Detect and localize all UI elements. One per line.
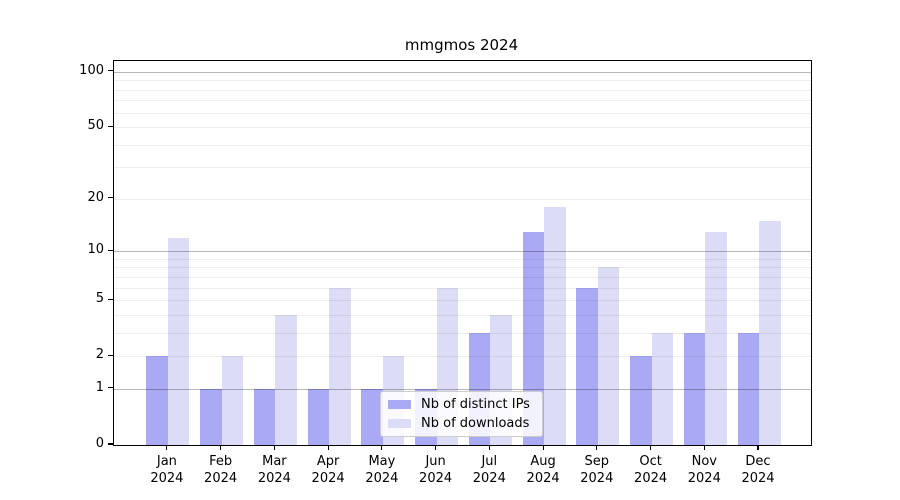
- bar-distinct-ips: [576, 287, 598, 445]
- x-tick-label: Nov 2024: [672, 453, 736, 487]
- x-tick-mark: [703, 445, 705, 451]
- x-tick-year: 2024: [419, 471, 453, 486]
- x-tick-mark: [435, 445, 437, 451]
- bar-distinct-ips: [307, 388, 330, 445]
- x-tick-year: 2024: [687, 471, 721, 486]
- x-tick-mark: [327, 445, 329, 451]
- y-tick-label: 0: [95, 436, 104, 451]
- bar-downloads: [597, 267, 620, 445]
- y-tick-mark: [108, 249, 113, 251]
- x-tick-year: 2024: [634, 471, 668, 486]
- y-tick-mark: [108, 443, 113, 445]
- bar-distinct-ips: [146, 356, 168, 445]
- y-tick-label: 100: [79, 62, 104, 78]
- bar-distinct-ips: [253, 388, 276, 445]
- x-tick-year: 2024: [741, 471, 775, 486]
- bar-distinct-ips: [683, 332, 706, 445]
- bars-layer: [114, 61, 811, 445]
- bar-distinct-ips: [200, 388, 222, 445]
- bar-distinct-ips: [630, 356, 652, 445]
- x-tick-mark: [166, 445, 168, 451]
- bar-distinct-ips: [737, 332, 760, 445]
- x-tick-label: Jun 2024: [404, 453, 468, 487]
- legend-label-downloads: Nb of downloads: [421, 416, 530, 431]
- x-tick-year: 2024: [257, 471, 291, 486]
- bar-downloads: [329, 287, 351, 445]
- x-tick-year: 2024: [472, 471, 506, 486]
- legend-swatch-distinct-ips: [388, 400, 411, 409]
- bar-downloads: [221, 356, 244, 445]
- x-tick-year: 2024: [526, 471, 560, 486]
- x-tick-mark: [542, 445, 544, 451]
- y-tick-label: 10: [87, 242, 104, 258]
- legend-row-distinct-ips: Nb of distinct IPs: [388, 397, 530, 412]
- y-tick-mark: [108, 354, 113, 356]
- x-tick-year: 2024: [311, 471, 345, 486]
- y-tick-label: 50: [87, 118, 104, 134]
- x-tick-label: Dec 2024: [726, 453, 790, 487]
- x-tick-label: Oct 2024: [619, 453, 683, 487]
- x-tick-mark: [273, 445, 275, 451]
- x-tick-year: 2024: [150, 471, 184, 486]
- bar-downloads: [705, 231, 727, 445]
- x-tick-year: 2024: [204, 471, 238, 486]
- bar-downloads: [275, 314, 297, 445]
- legend-row-downloads: Nb of downloads: [388, 416, 530, 431]
- y-tick-label: 1: [95, 379, 104, 395]
- y-tick-mark: [108, 197, 113, 199]
- x-tick-mark: [757, 445, 759, 451]
- x-tick-label: Mar 2024: [242, 453, 306, 487]
- y-tick-mark: [108, 125, 113, 127]
- x-tick-mark: [650, 445, 652, 451]
- y-tick-label: 2: [95, 347, 104, 363]
- y-tick-mark: [108, 70, 113, 72]
- x-tick-label: Jul 2024: [457, 453, 521, 487]
- bar-downloads: [167, 237, 190, 445]
- x-tick-label: Feb 2024: [189, 453, 253, 487]
- y-tick-label: 5: [95, 291, 104, 307]
- plot-area: [113, 60, 812, 446]
- bar-downloads: [544, 206, 566, 445]
- y-tick-mark: [108, 298, 113, 300]
- bar-distinct-ips: [361, 388, 383, 445]
- x-tick-label: May 2024: [350, 453, 414, 487]
- x-tick-mark: [488, 445, 490, 451]
- x-tick-label: Sep 2024: [565, 453, 629, 487]
- bar-downloads: [759, 220, 781, 445]
- x-tick-year: 2024: [365, 471, 399, 486]
- x-tick-label: Apr 2024: [296, 453, 360, 487]
- x-tick-label: Jan 2024: [135, 453, 199, 487]
- x-tick-label: Aug 2024: [511, 453, 575, 487]
- y-tick-label: 20: [87, 189, 104, 205]
- legend: Nb of distinct IPs Nb of downloads: [380, 391, 543, 437]
- legend-swatch-downloads: [388, 419, 411, 428]
- x-tick-mark: [596, 445, 598, 451]
- x-tick-year: 2024: [580, 471, 614, 486]
- legend-label-distinct-ips: Nb of distinct IPs: [421, 397, 530, 412]
- x-tick-mark: [381, 445, 383, 451]
- x-tick-mark: [220, 445, 222, 451]
- bar-downloads: [651, 332, 674, 445]
- y-tick-mark: [108, 387, 113, 389]
- chart-title: mmgmos 2024: [404, 36, 519, 54]
